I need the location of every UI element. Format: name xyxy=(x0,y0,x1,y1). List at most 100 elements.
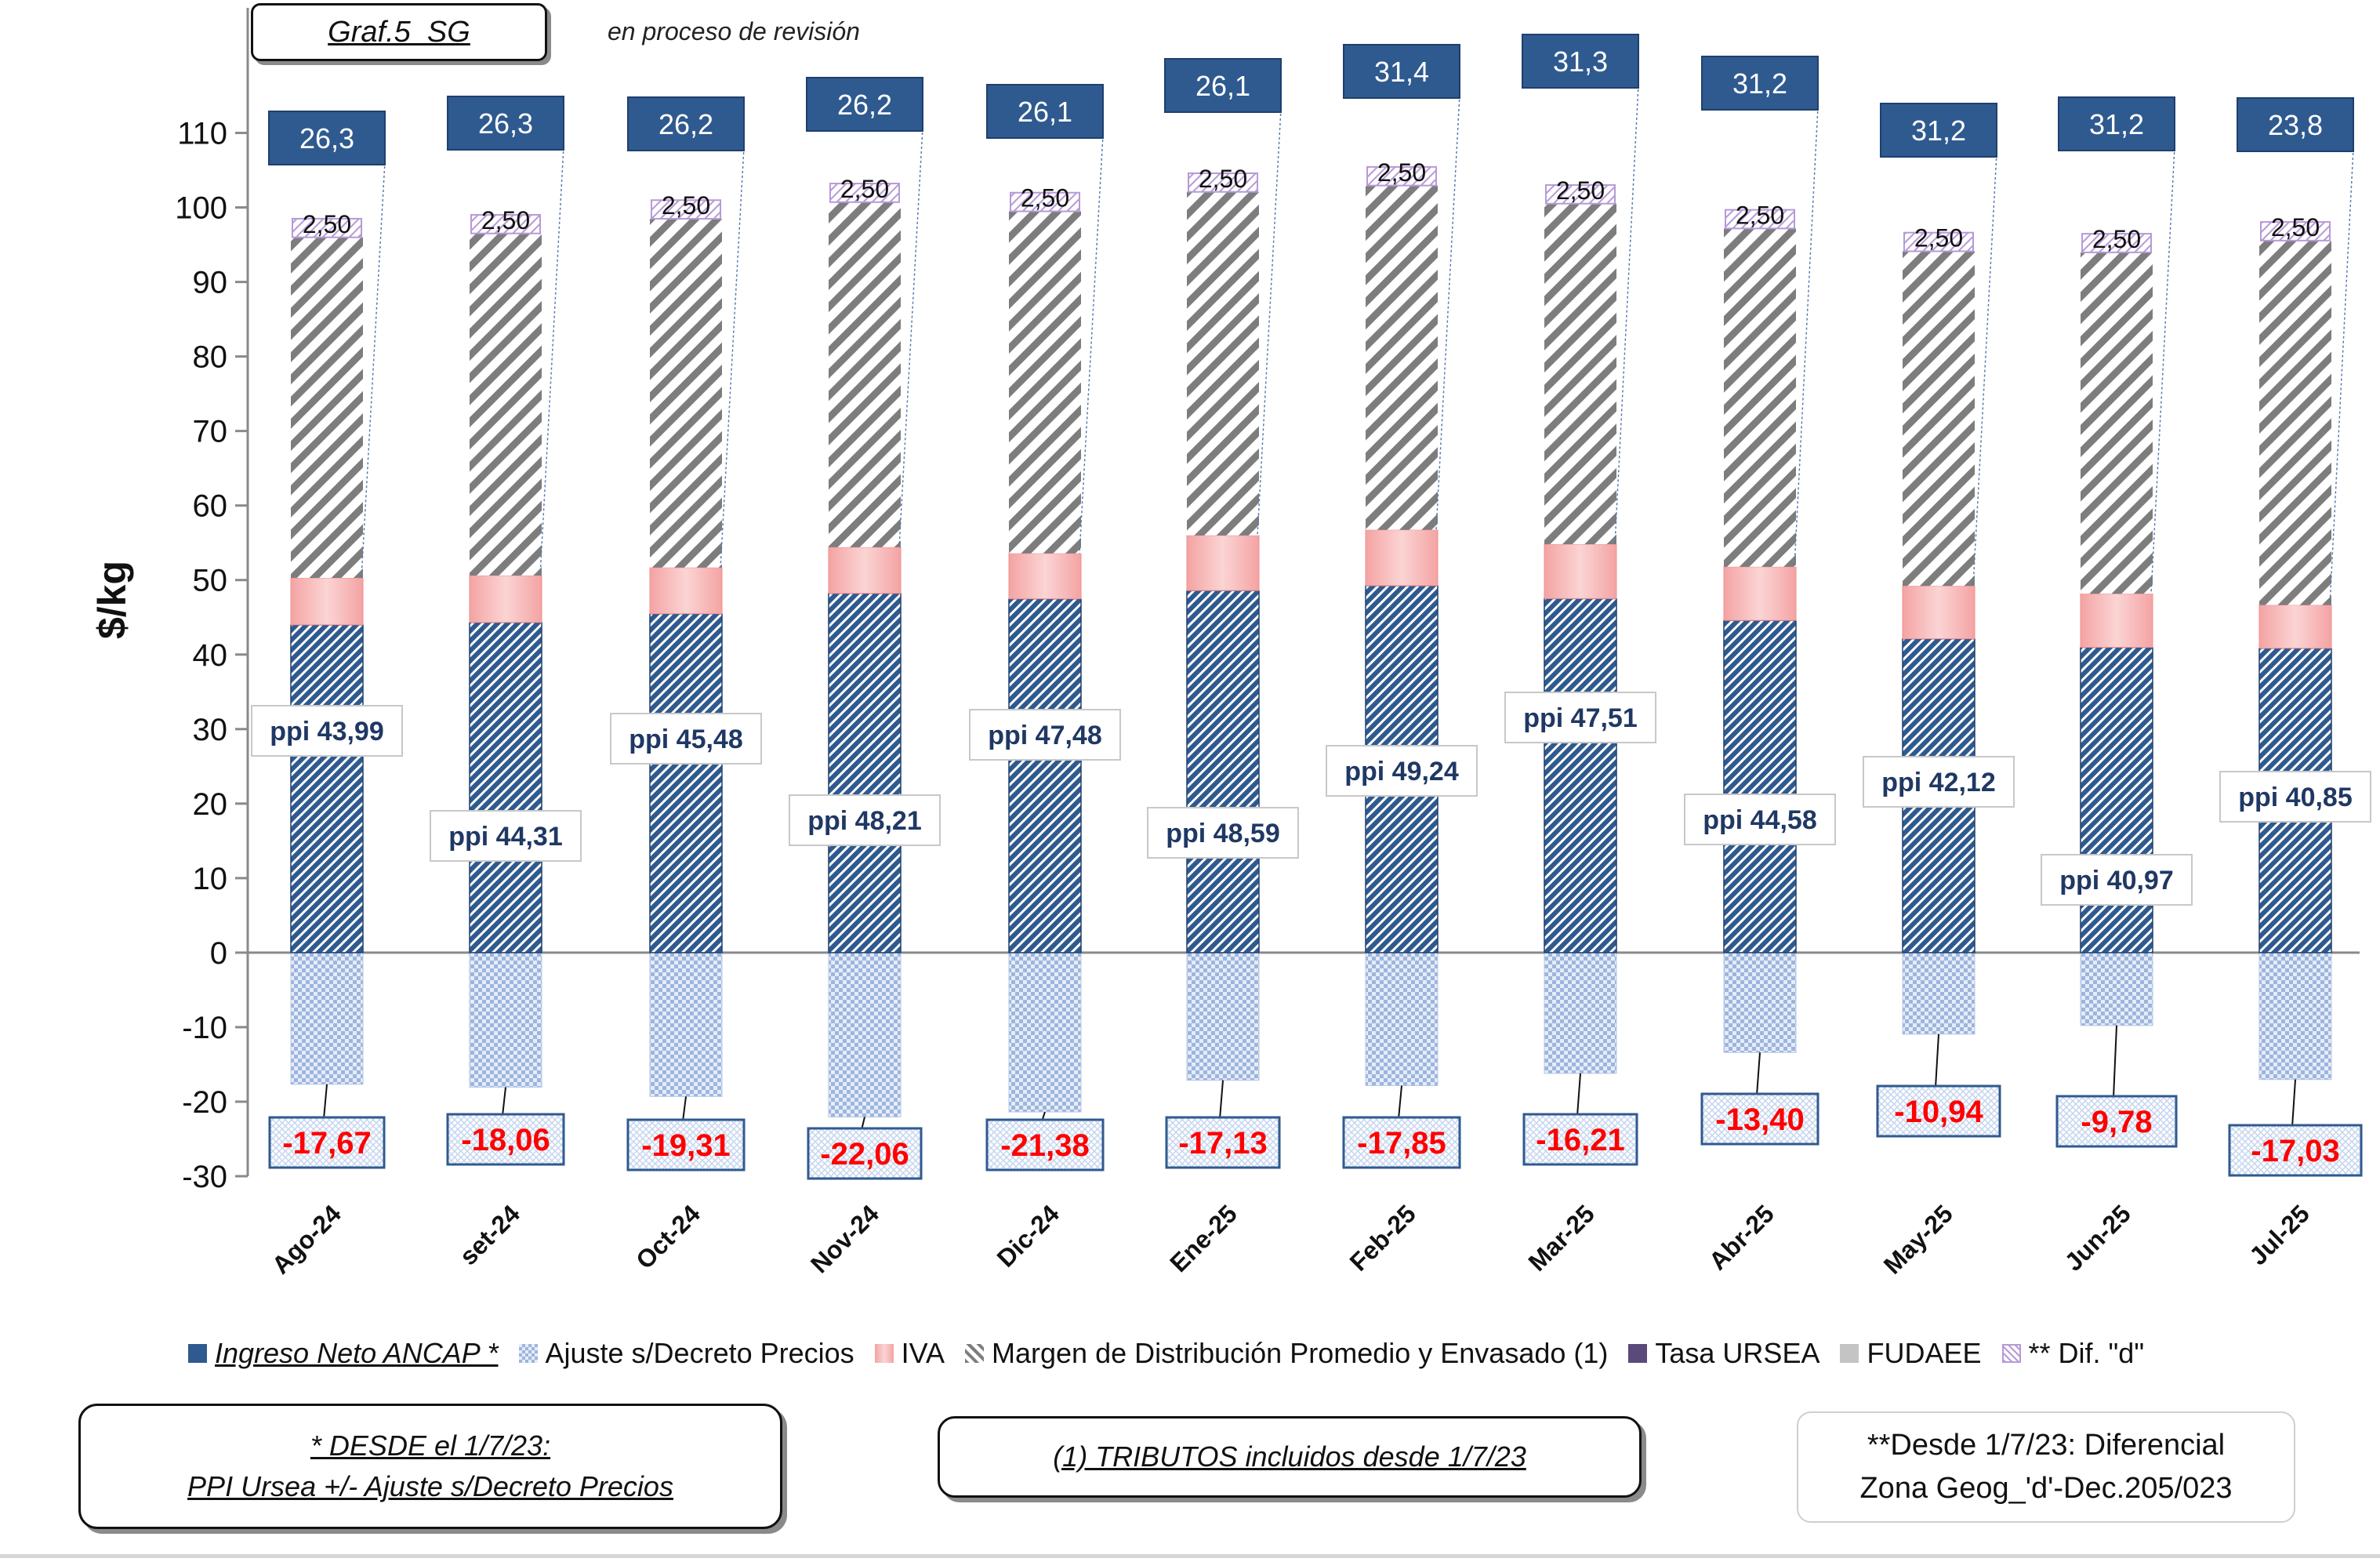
dif-data-label: 2,50 xyxy=(1556,176,1605,205)
legend-item-margen: Margen de Distribución Promedio y Envasa… xyxy=(965,1337,1608,1370)
legend-label-fudaee: FUDAEE xyxy=(1867,1337,1982,1369)
top-value-box xyxy=(1343,44,1460,99)
ppi-label-box xyxy=(2041,854,2193,906)
ajuste-label-box xyxy=(2228,1124,2363,1177)
y-tick-label: -10 xyxy=(182,1011,227,1045)
bar-ingreso xyxy=(828,592,902,954)
bar-ajuste xyxy=(2258,952,2332,1081)
bar-margen xyxy=(2259,240,2331,605)
ppi-label-box xyxy=(610,713,762,765)
top-value-label: 26,3 xyxy=(478,107,533,140)
top-value-box xyxy=(806,77,923,132)
ajuste-data-label: -13,40 xyxy=(1715,1102,1804,1137)
x-category-label: Ene-25 xyxy=(1164,1199,1243,1277)
ppi-data-label: ppi 44,31 xyxy=(448,822,563,852)
y-tick-label: 70 xyxy=(193,415,228,449)
bar-dif xyxy=(1010,191,1080,213)
ppi-label-box xyxy=(1326,745,1478,797)
bar-iva xyxy=(1723,566,1797,621)
bar-iva xyxy=(2080,593,2153,648)
bar-dif xyxy=(1903,231,1974,252)
top-value-label: 31,2 xyxy=(2089,108,2144,140)
legend-item-dif: ** Dif. "d" xyxy=(2001,1337,2145,1370)
bar-margen xyxy=(1187,191,1259,536)
ajuste-data-label: -21,38 xyxy=(1000,1128,1089,1163)
graph-label-box: Graf.5_SG xyxy=(251,3,547,61)
x-category-label: Mar-25 xyxy=(1523,1199,1600,1276)
leader-line-top xyxy=(1079,134,1104,554)
bar-dif xyxy=(651,199,721,220)
x-category-label: Jun-25 xyxy=(2059,1199,2136,1276)
top-value-box xyxy=(2058,96,2175,151)
dif-data-label: 2,50 xyxy=(840,175,889,203)
legend-label-ajuste: Ajuste s/Decreto Precios xyxy=(545,1337,854,1369)
bar-ajuste xyxy=(290,952,364,1085)
graph-label: Graf.5_SG xyxy=(328,15,470,49)
dif-data-label: 2,50 xyxy=(1021,184,1069,213)
bar-dif xyxy=(1545,183,1616,205)
note-dif-line2: Zona Geog_'d'-Dec.205/023 xyxy=(1859,1472,2233,1505)
ajuste-data-label: -17,85 xyxy=(1357,1126,1446,1161)
bar-margen xyxy=(650,218,722,568)
ppi-label-box xyxy=(969,709,1121,761)
bar-iva xyxy=(1008,553,1082,600)
ppi-label-box xyxy=(1504,692,1656,743)
leader-line-ajuste xyxy=(1935,1033,1939,1088)
ajuste-data-label: -18,06 xyxy=(461,1123,550,1157)
labels-layer: 2,50 26,3 ppi 43,99 -17,67 Ago-24 2,50 26,3 ppi… xyxy=(251,34,2371,1280)
leader-line-top xyxy=(2150,147,2175,594)
bar-ajuste xyxy=(1365,952,1439,1087)
y-tick-label: 90 xyxy=(193,266,228,300)
dif-data-label: 2,50 xyxy=(481,206,530,234)
y-tick-label: 100 xyxy=(175,191,227,226)
ajuste-label-box xyxy=(1342,1116,1461,1169)
legend-swatch-ingreso xyxy=(188,1344,207,1363)
note-desde-line1: * DESDE el 1/7/23: xyxy=(310,1429,551,1462)
y-tick-label: 10 xyxy=(193,862,228,896)
ppi-label-box xyxy=(251,705,403,757)
bar-ingreso xyxy=(1544,598,1617,954)
leader-line-top xyxy=(539,146,564,576)
ajuste-data-label: -17,03 xyxy=(2251,1134,2339,1168)
x-category-label: Feb-25 xyxy=(1344,1199,1421,1276)
legend-swatch-ajuste xyxy=(518,1344,538,1363)
dif-data-label: 2,50 xyxy=(662,191,710,220)
bar-ingreso xyxy=(1186,590,1260,954)
x-category-label: Abr-25 xyxy=(1703,1199,1780,1275)
bar-dif xyxy=(1366,165,1437,187)
x-category-label: Dic-24 xyxy=(992,1199,1065,1273)
ppi-label-box xyxy=(789,794,941,846)
bar-ingreso xyxy=(649,612,723,954)
y-tick-label: 50 xyxy=(193,564,228,598)
note-dif-line1: **Desde 1/7/23: Diferencial xyxy=(1867,1428,2226,1462)
bar-margen xyxy=(1544,203,1616,545)
legend-label-margen: Margen de Distribución Promedio y Envasa… xyxy=(992,1337,1609,1369)
y-tick-label: -30 xyxy=(182,1160,227,1194)
dif-data-label: 2,50 xyxy=(1736,202,1784,230)
ajuste-label-box xyxy=(1165,1116,1281,1169)
top-value-box xyxy=(627,96,745,151)
ajuste-label-box xyxy=(807,1127,923,1180)
top-value-label: 31,2 xyxy=(1911,114,1966,147)
legend-swatch-margen xyxy=(965,1344,985,1363)
bar-iva xyxy=(1186,535,1260,591)
ajuste-label-box xyxy=(268,1116,386,1169)
bar-margen xyxy=(1903,251,1975,587)
dif-data-label: 2,50 xyxy=(1199,165,1247,193)
ajuste-label-box xyxy=(1700,1092,1819,1146)
legend-label-dif: ** Dif. "d" xyxy=(2028,1337,2145,1369)
ppi-data-label: ppi 43,99 xyxy=(270,717,384,746)
leader-line-ajuste xyxy=(2113,1025,2117,1099)
ppi-label-box xyxy=(430,810,582,862)
ajuste-data-label: -19,31 xyxy=(641,1128,730,1163)
ppi-data-label: ppi 48,21 xyxy=(807,806,922,836)
bar-margen xyxy=(470,233,542,576)
x-category-label: Jul-25 xyxy=(2244,1199,2315,1270)
bar-ajuste xyxy=(469,952,542,1088)
bar-ajuste xyxy=(828,952,902,1118)
leader-line-top xyxy=(361,161,386,579)
top-value-label: 31,3 xyxy=(1553,45,1608,78)
bar-ajuste xyxy=(1902,952,1975,1035)
leader-line-top xyxy=(1614,84,1639,545)
